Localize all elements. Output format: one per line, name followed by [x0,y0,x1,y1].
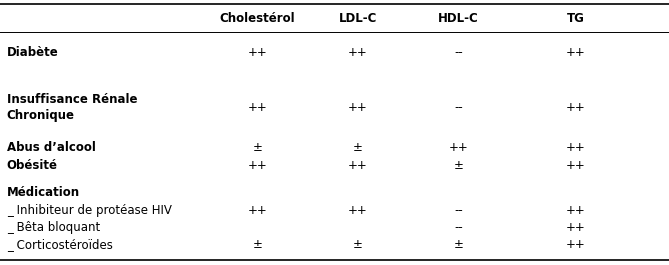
Text: ++: ++ [565,159,585,172]
Text: --: -- [454,220,463,234]
Text: Insuffisance Rénale: Insuffisance Rénale [7,93,137,106]
Text: ++: ++ [248,159,268,172]
Text: ±: ± [353,140,363,154]
Text: Obésité: Obésité [7,159,58,172]
Text: ±: ± [253,237,262,251]
Text: ++: ++ [565,101,585,114]
Text: Médication: Médication [7,186,80,199]
Text: ++: ++ [348,204,368,217]
Text: --: -- [454,101,463,114]
Text: _ Corticostéroïdes: _ Corticostéroïdes [7,237,112,251]
Text: Cholestérol: Cholestérol [219,12,296,25]
Text: LDL-C: LDL-C [339,12,377,25]
Text: ±: ± [454,159,463,172]
Text: ++: ++ [565,237,585,251]
Text: Abus d’alcool: Abus d’alcool [7,140,96,154]
Text: ++: ++ [448,140,468,154]
Text: ++: ++ [248,46,268,60]
Text: ++: ++ [565,220,585,234]
Text: --: -- [454,46,463,60]
Text: ++: ++ [248,101,268,114]
Text: Diabète: Diabète [7,46,58,60]
Text: HDL-C: HDL-C [438,12,478,25]
Text: ++: ++ [565,46,585,60]
Text: ++: ++ [348,46,368,60]
Text: Chronique: Chronique [7,109,75,122]
Text: _ Bêta bloquant: _ Bêta bloquant [7,220,100,234]
Text: ++: ++ [565,140,585,154]
Text: ±: ± [253,140,262,154]
Text: ++: ++ [348,159,368,172]
Text: ±: ± [353,237,363,251]
Text: ++: ++ [565,204,585,217]
Text: ++: ++ [348,101,368,114]
Text: ++: ++ [248,204,268,217]
Text: ±: ± [454,237,463,251]
Text: _ Inhibiteur de protéase HIV: _ Inhibiteur de protéase HIV [7,204,171,217]
Text: TG: TG [567,12,584,25]
Text: --: -- [454,204,463,217]
